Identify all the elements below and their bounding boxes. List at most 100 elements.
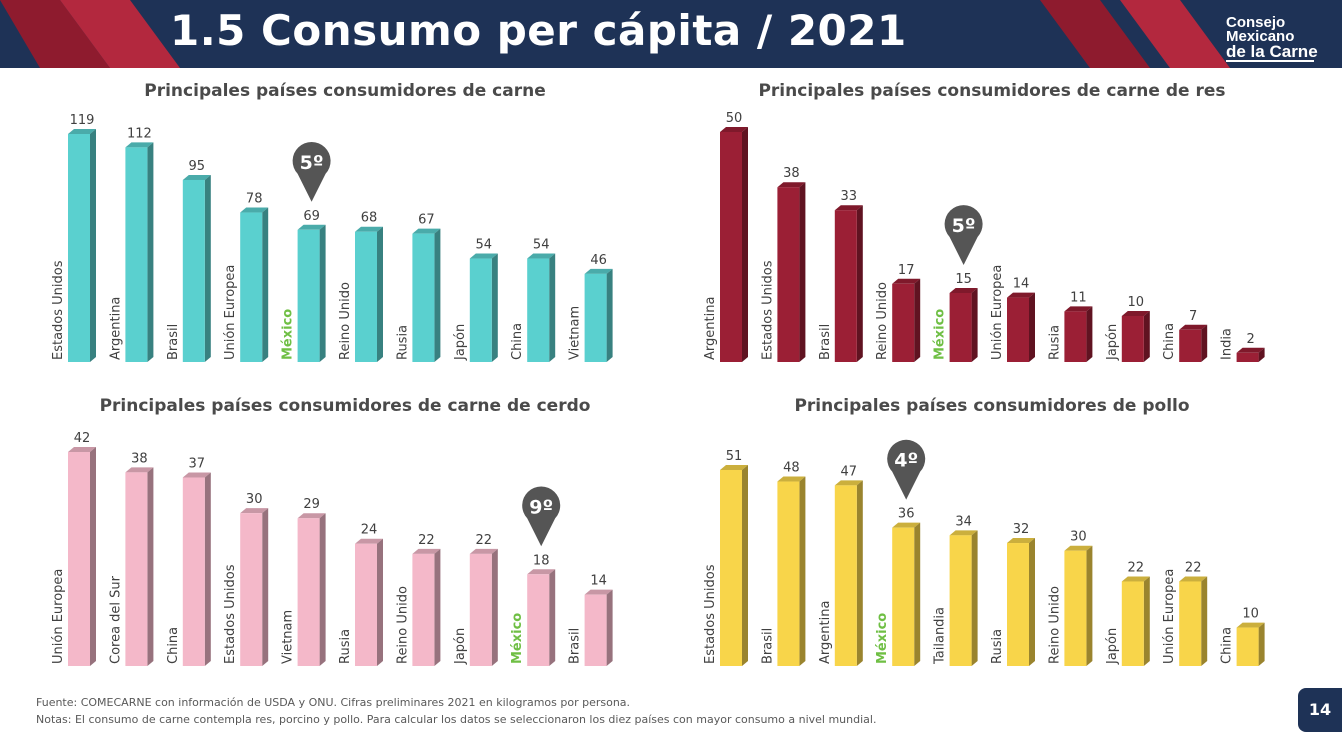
category-label: Estados Unidos [223,564,238,664]
category-label: Japón [1105,324,1120,361]
header-decoration [0,0,1230,68]
bar-chart-pollo: 51 Estados Unidos 48 Brasil 47 Argentina 36 Méx… [703,439,1265,666]
bar-pollo-2 [834,480,863,666]
bar-top [355,226,383,232]
bar-front [892,283,915,362]
value-label: 112 [127,126,152,141]
category-label: China [1162,323,1177,360]
logo-line-2: Mexicano [1226,28,1295,45]
bar-front [834,210,857,362]
bar-top [892,278,921,284]
bar-res-8 [1179,324,1208,362]
bar-side [204,472,211,666]
value-label: 50 [726,111,743,126]
bar-pollo-3 [892,522,921,666]
chart-title-pollo: Principales países consumidores de pollo [794,396,1190,416]
bar-top [412,228,441,234]
bar-top [584,589,613,595]
bar-side [742,127,748,362]
bar-front [125,472,148,666]
bar-top [527,253,556,259]
bar-side [549,569,556,666]
bar-front [240,212,263,362]
value-label: 30 [246,492,263,507]
bar-side [914,522,921,666]
value-label: 78 [246,192,263,207]
category-label: Unión Europea [1162,569,1177,664]
bar-carne-0 [68,129,96,362]
bar-side [799,476,806,666]
bar-top [584,268,613,274]
category-label: Unión Europea [51,569,66,664]
category-label: India [1220,328,1235,360]
category-label: Vietnam [281,610,296,664]
bar-side [262,207,269,362]
value-label: 54 [476,238,493,253]
bar-top [182,174,211,180]
bar-top [1179,576,1208,582]
value-label: 33 [841,189,858,204]
category-label: China [510,323,525,360]
value-label: 11 [1070,290,1087,305]
bar-side [377,226,383,362]
bar-top [1121,311,1150,316]
category-label: México [510,613,525,664]
bar-top [949,530,978,536]
bar-res-3 [892,278,921,362]
value-label: 42 [74,431,91,446]
bar-cerdo-6 [412,548,441,666]
logo-line-1: Consejo [1226,14,1286,31]
bar-carne-8 [527,253,556,362]
map-pin-icon [522,486,561,547]
bar-carne-4 [297,224,326,362]
bar-chart-cerdo: 42 Unión Europea 38 Corea del Sur 37 China 30 E… [51,431,613,666]
bar-front [240,513,263,666]
bar-top [720,127,748,132]
bar-side [1258,347,1265,362]
bar-pollo-0 [720,465,748,666]
category-label: Brasil [568,628,583,664]
bar-top [1064,545,1093,551]
bar-front [182,179,205,362]
bar-front [1007,297,1029,362]
bar-side [742,465,748,666]
map-pin-icon [944,205,983,265]
category-label: México [933,309,948,360]
bar-front [1064,311,1087,362]
bar-side [971,530,978,666]
value-label: 38 [783,166,800,181]
value-label: 32 [1013,522,1030,537]
value-label: 119 [70,113,95,128]
category-label: Argentina [108,297,123,360]
bar-carne-3 [240,207,269,362]
rank-pin-cerdo: 9º [522,486,561,547]
chart-title-carne: Principales países consumidores de carne [144,81,546,101]
bar-front [949,293,972,362]
value-label: 38 [131,451,148,466]
category-label: Rusia [395,325,410,360]
bar-side [434,548,441,666]
bar-chart-carne: 119 Estados Unidos 112 Argentina 95 Brasil 78 U… [51,113,613,362]
category-label: México [281,309,296,360]
bar-side [971,288,978,362]
value-label: 30 [1070,530,1087,545]
bar-carne-7 [469,253,498,362]
category-label: Estados Unidos [760,260,775,360]
bar-top [240,207,269,213]
bar-front [1179,581,1202,666]
value-label: 18 [533,553,550,568]
bar-front [125,147,148,362]
bar-front [469,258,492,362]
value-label: 69 [303,209,320,224]
bar-pollo-1 [777,476,806,666]
bar-front [527,258,550,362]
bar-top [892,522,921,528]
value-label: 46 [590,253,607,268]
value-label: 54 [533,238,550,253]
rank-pin-carne: 5º [292,141,331,202]
bar-side [377,538,383,666]
bar-top [125,142,154,148]
bar-top [1007,292,1035,298]
bar-top [297,513,326,519]
bar-front [1121,581,1144,666]
